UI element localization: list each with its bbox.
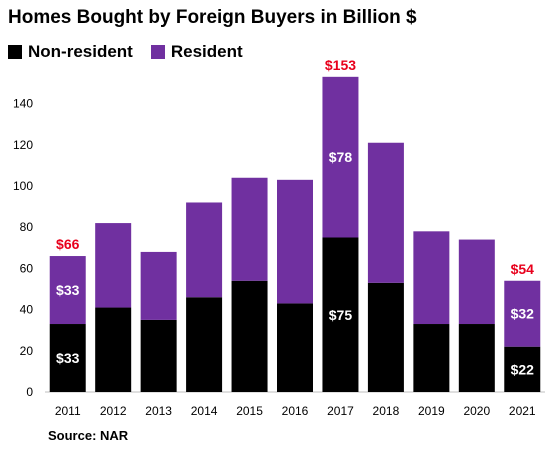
bar-non-resident-2021 bbox=[504, 346, 541, 392]
x-tick-label: 2015 bbox=[236, 404, 263, 418]
y-tick-label: 0 bbox=[26, 385, 33, 399]
x-tick-label: 2016 bbox=[282, 404, 309, 418]
bar-resident-2017 bbox=[322, 76, 359, 238]
bar-non-resident-2017 bbox=[322, 237, 359, 392]
bar-non-resident-2011 bbox=[49, 324, 86, 392]
y-tick-label: 40 bbox=[20, 303, 34, 317]
bar-resident-2015 bbox=[231, 177, 268, 281]
x-tick-label: 2017 bbox=[327, 404, 354, 418]
bar-non-resident-2013 bbox=[140, 319, 177, 392]
legend-swatch-resident bbox=[150, 45, 165, 59]
x-tick-label: 2018 bbox=[373, 404, 400, 418]
chart-legend: Non-resident Resident bbox=[8, 42, 261, 62]
y-tick-label: 140 bbox=[13, 97, 33, 111]
x-tick-label: 2014 bbox=[191, 404, 218, 418]
y-tick-label: 120 bbox=[13, 138, 33, 152]
bar-resident-2018 bbox=[367, 142, 404, 283]
bar-non-resident-2019 bbox=[413, 324, 450, 392]
bar-resident-2021 bbox=[504, 280, 541, 347]
source-note: Source: NAR bbox=[48, 428, 129, 443]
data-label-resident-2017: $78 bbox=[329, 149, 353, 165]
bar-resident-2019 bbox=[413, 231, 450, 325]
y-tick-label: 100 bbox=[13, 179, 33, 193]
bar-non-resident-2012 bbox=[95, 307, 132, 392]
bar-resident-2016 bbox=[277, 179, 313, 304]
data-label-resident-2021: $32 bbox=[511, 306, 535, 322]
legend-label-non-resident: Non-resident bbox=[28, 42, 133, 61]
bar-non-resident-2015 bbox=[231, 280, 268, 392]
bar-resident-2013 bbox=[140, 251, 177, 320]
data-label-non-resident-2017: $75 bbox=[329, 307, 353, 323]
chart-title: Homes Bought by Foreign Buyers in Billio… bbox=[8, 7, 417, 28]
legend-swatch-non-resident bbox=[8, 45, 22, 59]
x-tick-label: 2012 bbox=[100, 404, 127, 418]
data-label-total-2021: $54 bbox=[511, 261, 535, 277]
x-tick-label: 2020 bbox=[463, 404, 490, 418]
bar-resident-2014 bbox=[186, 202, 223, 298]
x-tick-label: 2021 bbox=[509, 404, 536, 418]
legend-label-resident: Resident bbox=[170, 42, 243, 61]
bar-non-resident-2018 bbox=[367, 282, 404, 392]
y-tick-label: 60 bbox=[20, 261, 34, 275]
bar-non-resident-2014 bbox=[186, 297, 223, 392]
bar-non-resident-2016 bbox=[277, 303, 313, 392]
data-label-non-resident-2011: $33 bbox=[56, 350, 80, 366]
bar-non-resident-2020 bbox=[458, 324, 495, 392]
data-label-resident-2011: $33 bbox=[56, 282, 80, 298]
data-label-non-resident-2021: $22 bbox=[511, 361, 535, 377]
data-label-total-2011: $66 bbox=[56, 236, 80, 252]
x-tick-label: 2011 bbox=[55, 404, 81, 418]
data-label-total-2017: $153 bbox=[325, 57, 356, 73]
y-tick-label: 20 bbox=[20, 344, 34, 358]
bar-resident-2012 bbox=[95, 223, 132, 308]
bar-resident-2011 bbox=[49, 256, 86, 325]
x-tick-label: 2019 bbox=[418, 404, 445, 418]
bar-resident-2020 bbox=[458, 239, 495, 325]
y-tick-label: 80 bbox=[20, 220, 34, 234]
legend-item-non-resident: Non-resident bbox=[8, 42, 133, 62]
legend-item-resident: Resident bbox=[150, 42, 243, 62]
x-tick-label: 2013 bbox=[145, 404, 172, 418]
